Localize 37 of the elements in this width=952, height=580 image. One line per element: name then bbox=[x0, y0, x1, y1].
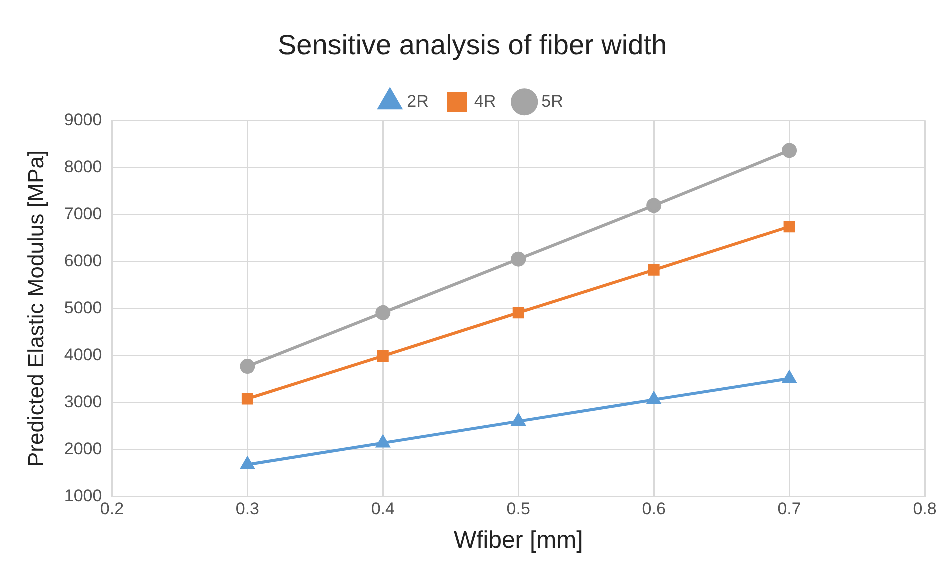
point bbox=[512, 414, 526, 426]
y-tick-label: 3000 bbox=[64, 392, 102, 412]
y-tick-label: 4000 bbox=[64, 345, 102, 364]
point bbox=[782, 143, 798, 158]
x-tick-label: 0.3 bbox=[236, 500, 260, 519]
point bbox=[377, 350, 389, 362]
legend-label: 5R bbox=[542, 92, 564, 111]
point bbox=[240, 457, 254, 470]
legend-label: 4R bbox=[474, 92, 496, 111]
point bbox=[784, 221, 796, 233]
point bbox=[648, 264, 660, 276]
x-axis-title: Wfiber [mm] bbox=[454, 527, 584, 554]
y-tick-label: 6000 bbox=[64, 251, 102, 270]
point bbox=[782, 371, 796, 384]
x-tick-label: 0.4 bbox=[371, 500, 395, 519]
y-tick-label: 8000 bbox=[64, 157, 102, 176]
chart-title: Sensitive analysis of fiber width bbox=[278, 30, 668, 61]
y-tick-label: 7000 bbox=[64, 204, 102, 224]
x-tick-label: 0.5 bbox=[506, 500, 530, 519]
y-tick-label: 9000 bbox=[64, 110, 102, 130]
x-tick-label: 0.7 bbox=[778, 500, 802, 519]
y-axis-title: Predicted Elastic Modulus [MPa] bbox=[23, 150, 48, 468]
point bbox=[647, 392, 661, 404]
point bbox=[512, 307, 524, 319]
x-tick-label: 0.2 bbox=[100, 500, 124, 519]
point bbox=[376, 436, 390, 448]
x-tick-label: 0.8 bbox=[913, 500, 937, 519]
y-tick-label: 1000 bbox=[64, 486, 102, 506]
legend-label: 2R bbox=[407, 92, 429, 111]
point bbox=[646, 198, 662, 214]
point bbox=[240, 359, 256, 374]
point bbox=[511, 252, 526, 267]
point bbox=[242, 393, 254, 405]
point bbox=[376, 305, 391, 320]
x-tick-label: 0.6 bbox=[642, 500, 666, 519]
y-tick-label: 2000 bbox=[64, 439, 102, 458]
y-tick-label: 5000 bbox=[64, 298, 102, 318]
